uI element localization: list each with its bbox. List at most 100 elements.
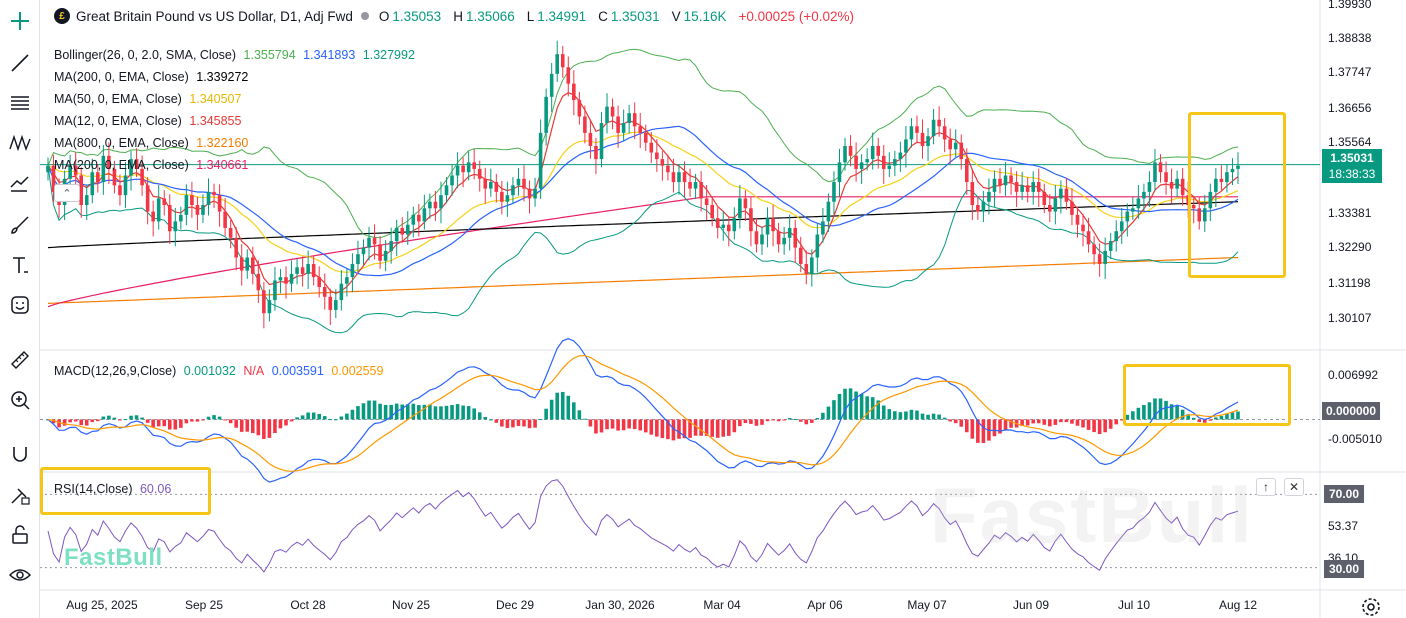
candle-body [339,283,344,301]
macd-histogram-bar [483,416,488,420]
close-pane-button[interactable]: ✕ [1284,478,1304,496]
candle-body [223,211,227,228]
macd-zero-tag: 0.000000 [1322,402,1380,420]
macd-histogram-bar [815,418,820,420]
emoji-icon[interactable] [5,290,35,320]
chart-canvas[interactable] [40,0,1406,618]
candle-body [300,267,305,274]
symbol-title: Great Britain Pound vs US Dollar, D1, Ad… [76,8,353,24]
candle-body [284,277,288,284]
candle-body [810,257,814,274]
macd-histogram-bar [810,419,814,423]
macd-histogram-bar [1169,404,1174,420]
candle-body [627,113,631,124]
candle-body [289,273,294,284]
candle-body [1108,241,1113,251]
low-value: 1.34991 [537,8,587,24]
macd-histogram-bar [300,415,305,420]
candle-body [527,188,532,199]
macd-histogram-bar [865,396,869,420]
candle-body [167,205,172,232]
macd-legend[interactable]: MACD(12,26,9,Close) 0.001032 N/A 0.00359… [54,364,387,378]
text-icon[interactable] [5,250,35,280]
macd-histogram-bar [1208,419,1213,421]
lock-drawing-icon[interactable] [5,480,35,510]
macd-histogram-bar [444,405,449,420]
candle-body [638,126,643,133]
ruler-icon[interactable] [5,345,35,375]
fib-retracement-icon[interactable] [5,88,35,118]
macd-histogram-bar [649,419,654,435]
ma800-line [47,256,1239,304]
rsi-value: 60.06 [139,482,172,496]
macd-histogram-bar [909,409,914,420]
candle-body [555,54,559,74]
unlock-icon[interactable] [5,520,35,550]
candle-body [981,201,986,212]
candle-body [245,257,250,271]
macd-histogram-bar [405,404,410,420]
macd-histogram-bar [1203,419,1207,423]
candle-body [655,152,659,160]
bb-mid-value: 1.341893 [303,48,356,62]
macd-histogram-bar [466,406,471,420]
candle-body [821,221,825,235]
candle-body [538,132,543,189]
crosshair-icon[interactable] [5,6,35,36]
macd-histogram-bar [372,400,377,420]
macd-histogram-bar [455,404,460,420]
macd-histogram-bar [671,419,676,441]
candle-body [1225,172,1229,183]
candle-body [1119,221,1124,232]
macd-histogram-bar [439,406,443,420]
macd-histogram-bar [704,419,709,436]
indicator-legend-ma12[interactable]: MA(12, 0, EMA, Close) 1.345855 [54,114,245,128]
macd-histogram-bar [284,419,288,426]
macd-histogram-bar [555,392,559,420]
candle-body [68,165,72,179]
candle-body [1219,178,1224,183]
prediction-icon[interactable] [5,168,35,198]
candle-body [865,159,869,163]
trend-line-icon[interactable] [5,48,35,78]
macd-histogram-bar [361,403,366,420]
eye-icon[interactable] [5,560,35,590]
macd-histogram-bar [793,419,797,421]
macd-histogram-bar [1070,419,1074,424]
indicator-legend-ma50[interactable]: MA(50, 0, EMA, Close) 1.340507 [54,92,245,106]
candle-body [1197,208,1202,222]
macd-histogram-bar [677,419,681,439]
candle-body [295,267,299,274]
highlight-box-rsi-legend [40,467,211,515]
indicator-legend-ma800[interactable]: MA(800, 0, EMA, Close) 1.322160 [54,136,252,150]
candle-body [704,198,709,206]
price-axis-label: 1.39930 [1328,0,1372,11]
macd-histogram-bar [84,419,89,426]
candle-body [920,132,925,146]
macd-histogram-bar [560,391,565,420]
indicator-legend-ma200[interactable]: MA(200, 0, EMA, Close) 1.339272 [54,70,252,84]
magnet-icon[interactable] [5,440,35,470]
low-label: L [526,8,535,24]
indicator-legend-bollinger[interactable]: Bollinger(26, 0, 2.0, SMA, Close) 1.3557… [54,48,419,62]
candle-body [632,113,637,127]
brush-icon[interactable] [5,210,35,240]
macd-histogram-bar [1042,419,1047,425]
move-pane-up-button[interactable]: ↑ [1256,478,1276,496]
macd-histogram-bar [251,419,255,434]
macd-histogram-bar [306,412,310,420]
candle-body [262,290,266,314]
macd-signal-value: 0.002559 [331,364,384,378]
macd-histogram-bar [605,419,609,430]
rsi-legend[interactable]: RSI(14,Close) 60.06 [54,482,175,496]
macd-histogram-bar [594,419,598,434]
symbol-logo-icon: £ [54,8,70,24]
indicator-legend-ma200-b[interactable]: MA(200, 0, EMA, Close) 1.340661 [54,158,252,172]
macd-histogram-bar [743,419,748,424]
candle-body [228,227,233,238]
collapse-legend-button[interactable]: ⌃ [54,184,80,202]
pattern-icon[interactable] [5,128,35,158]
zoom-in-icon[interactable] [5,385,35,415]
gear-icon[interactable] [1356,592,1386,618]
macd-histogram-bar [245,419,250,432]
